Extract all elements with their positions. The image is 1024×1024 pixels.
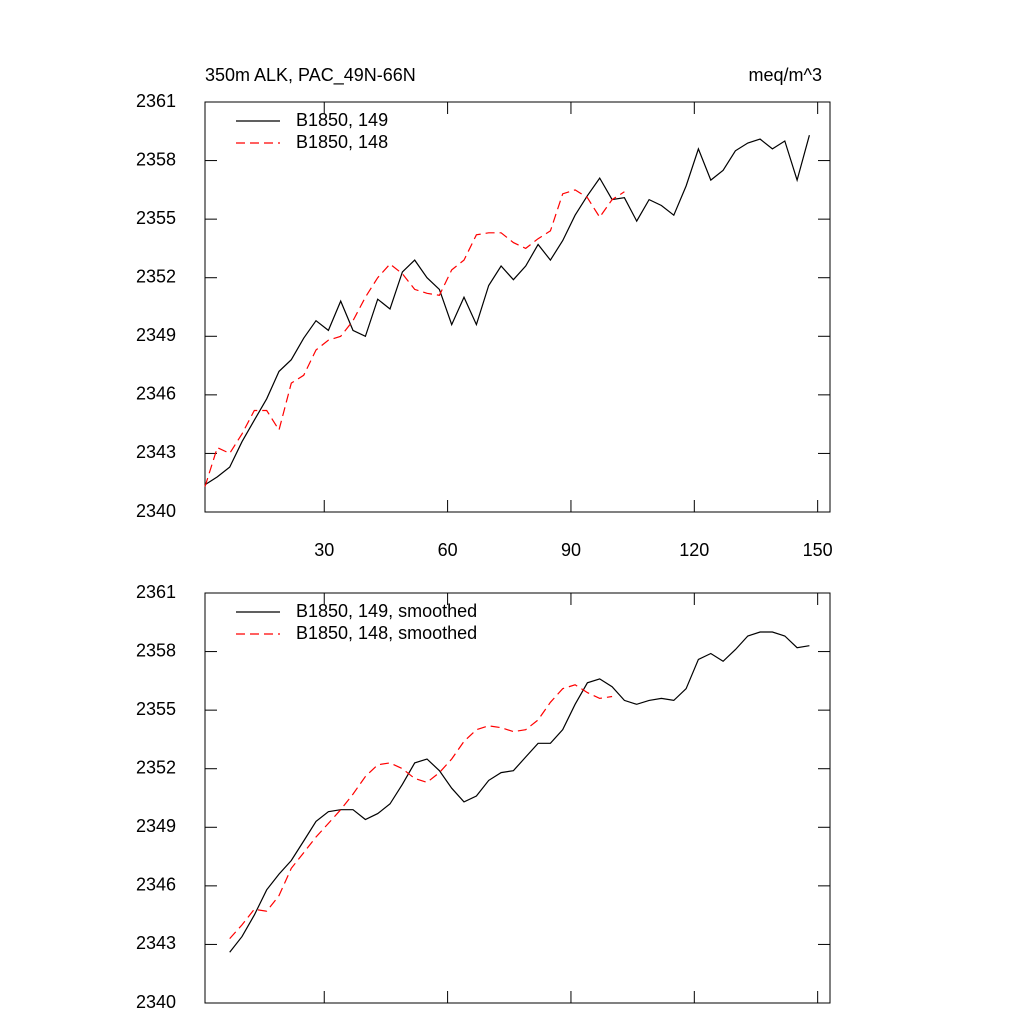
x-tick-label: 30 (314, 540, 334, 560)
y-tick-label: 2346 (136, 384, 176, 404)
legend-label: B1850, 148, smoothed (296, 623, 477, 643)
y-tick-label: 2358 (136, 149, 176, 169)
plot-frame (204, 101, 831, 513)
y-tick-label: 2355 (136, 699, 176, 719)
y-tick-label: 2355 (136, 208, 176, 228)
data-line (204, 135, 810, 486)
chart-title: 350m ALK, PAC_49N-66N (205, 65, 416, 86)
legend-label: B1850, 149, smoothed (296, 601, 477, 621)
y-tick-label: 2352 (136, 266, 176, 286)
y-tick-label: 2361 (136, 582, 176, 602)
y-tick-label: 2343 (136, 933, 176, 953)
x-tick-label: 150 (803, 540, 833, 560)
legend-label: B1850, 148 (296, 132, 388, 152)
y-tick-label: 2340 (136, 992, 176, 1012)
y-tick-label: 2349 (136, 816, 176, 836)
data-line (229, 684, 613, 940)
data-line (204, 189, 625, 487)
unit-label: meq/m^3 (749, 65, 822, 85)
y-tick-label: 2358 (136, 640, 176, 660)
y-tick-label: 2349 (136, 325, 176, 345)
x-tick-label: 60 (438, 540, 458, 560)
x-tick-label: 90 (561, 540, 581, 560)
plot-frame (204, 592, 831, 1004)
y-tick-label: 2343 (136, 442, 176, 462)
y-tick-label: 2352 (136, 757, 176, 777)
y-tick-label: 2340 (136, 501, 176, 521)
legend-label: B1850, 149 (296, 110, 388, 130)
y-tick-label: 2346 (136, 875, 176, 895)
x-tick-label: 120 (679, 540, 709, 560)
data-line (229, 631, 810, 953)
y-tick-label: 2361 (136, 91, 176, 111)
